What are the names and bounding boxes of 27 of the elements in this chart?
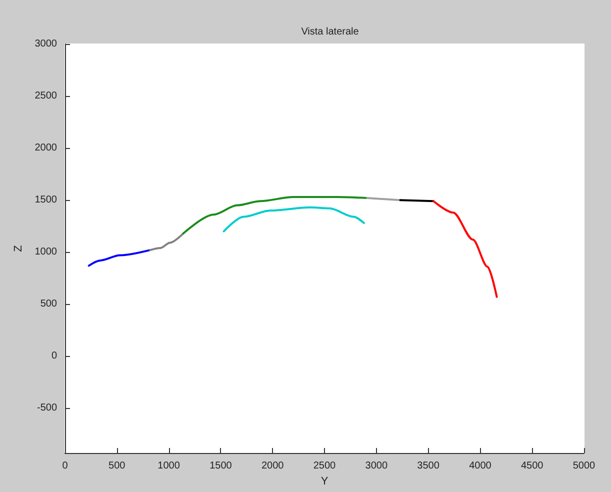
x-tick-label: 2000: [261, 460, 284, 472]
x-tick-label: 5000: [572, 460, 596, 472]
x-tick-label: 4000: [469, 460, 492, 472]
y-tick-label: 2000: [34, 142, 58, 154]
line-series: [88, 249, 152, 267]
x-tick-label: 500: [108, 460, 126, 472]
y-tick-label: 0: [51, 350, 58, 362]
x-tick-label: 1000: [158, 460, 180, 472]
x-tick-label: 0: [62, 460, 68, 472]
x-axis-title: Y: [320, 475, 329, 488]
chart-title: Vista laterale: [301, 26, 360, 38]
y-tick-label: 3000: [34, 38, 58, 50]
x-tick-label: 3000: [365, 460, 388, 472]
x-tick-label: 2500: [313, 460, 336, 472]
line-series: [182, 196, 368, 234]
line-series: [432, 200, 498, 298]
line-series: [222, 206, 365, 232]
y-axis-title: Z: [12, 244, 24, 252]
y-tick-label: 2500: [34, 90, 58, 102]
y-tick-label: 1500: [34, 194, 58, 206]
line-series: [149, 232, 184, 252]
y-tick-label: 1000: [34, 246, 58, 258]
x-tick-label: 1500: [210, 460, 232, 472]
x-tick-label: 4500: [520, 460, 544, 472]
x-tick-label: 3500: [417, 460, 440, 472]
y-tick-label: -500: [36, 402, 58, 414]
y-tick-label: 500: [40, 298, 58, 310]
